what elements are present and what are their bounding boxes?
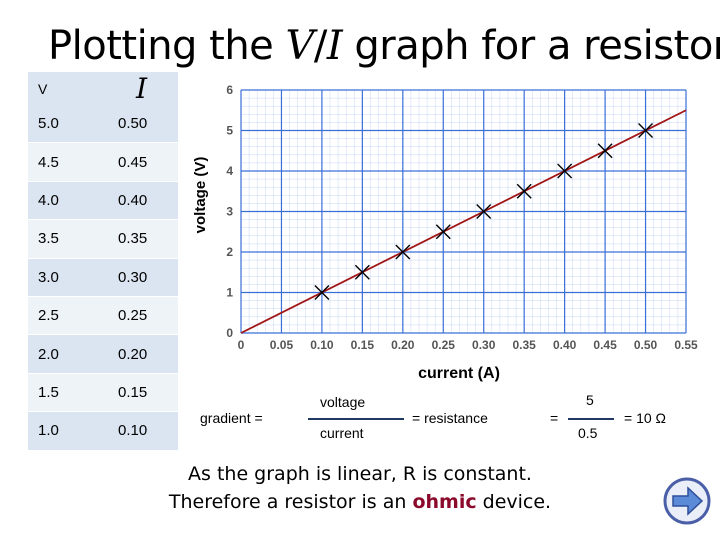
data-point-marker [597,143,613,159]
fraction-denominator-current: current [320,425,364,441]
table-row: 1.0 0.10 [28,411,178,451]
table-cell-current: 0.50 [108,105,178,144]
vi-graph: 0 0.05 0.10 0.15 0.20 0.25 0.30 0.35 0.40 0.45 0.5… [192,83,698,382]
data-point-marker [435,224,451,240]
marker-stroke [476,204,492,219]
x-tick-label: 0.15 [351,338,375,352]
x-tick-label: 0.30 [472,338,496,352]
y-tick-label: 1 [226,286,233,300]
marker-stroke [597,143,613,159]
table-cell-current: 0.45 [108,142,178,182]
table-row: 4.5 0.45 [28,142,178,182]
table-cell-current: 0.15 [108,373,178,413]
x-tick-label: 0.35 [513,338,537,352]
table-row: 3.0 0.30 [28,258,178,297]
x-tick-label: 0 [238,338,245,352]
y-tick-label: 2 [226,245,233,259]
next-arrow-icon [663,477,711,525]
table-row: 3.5 0.35 [28,219,178,259]
conclusion-text: As the graph is linear, R is constant. T… [120,460,600,516]
y-tick-label: 5 [226,124,233,138]
table-header-voltage: V [28,72,108,105]
marker-stroke [435,224,451,240]
marker-stroke [354,264,370,280]
x-tick-label: 0.10 [310,338,334,352]
data-point-marker [395,244,411,260]
conclusion-line-1: As the graph is linear, R is constant. [188,463,532,485]
table-cell-voltage: 5.0 [28,105,108,144]
table-cell-voltage: 4.0 [28,181,108,221]
x-tick-label: 0.45 [593,338,617,352]
table-row: 2.5 0.25 [28,296,178,336]
marker-stroke [638,123,654,138]
marker-stroke [516,183,532,199]
data-point-marker [354,264,370,280]
ohmic-highlight: ohmic [412,491,477,513]
table-cell-voltage: 3.5 [28,219,108,259]
y-tick-label: 3 [226,205,233,219]
table-cell-current: 0.40 [108,181,178,221]
x-tick-label: 0.05 [270,338,294,352]
table-cell-current: 0.10 [108,411,178,451]
x-tick-label: 0.20 [391,338,415,352]
fraction-bar [308,418,404,420]
table-cell-current: 0.25 [108,296,178,336]
data-point-marker [476,204,492,219]
data-point-marker [638,123,654,138]
table-row: 1.5 0.15 [28,373,178,413]
table-row: 5.0 0.50 [28,105,178,144]
table-header-current: I [108,72,178,105]
best-fit-line [240,109,687,334]
y-tick-label: 4 [226,164,233,178]
x-tick-label: 0.55 [674,338,698,352]
x-axis-label: current (A) [418,365,500,382]
table-cell-current: 0.30 [108,258,178,297]
fraction-bar [568,418,614,420]
table-cell-voltage: 1.0 [28,411,108,451]
table-cell-current: 0.35 [108,219,178,259]
table-cell-voltage: 1.5 [28,373,108,413]
resistance-result: = 10 Ω [624,410,666,426]
y-axis-label: voltage (V) [192,157,209,234]
data-point-marker [516,183,532,199]
table-cell-voltage: 4.5 [28,142,108,182]
next-slide-button[interactable] [662,476,712,526]
table-cell-current: 0.20 [108,334,178,374]
fraction-numerator-voltage: voltage [320,394,366,410]
table-cell-voltage: 2.0 [28,334,108,374]
grid [240,89,687,334]
y-tick-label: 6 [226,83,233,97]
x-tick-label: 0.40 [553,338,577,352]
marker-stroke [395,244,411,260]
axis-ticks: 0 0.05 0.10 0.15 0.20 0.25 0.30 0.35 0.40 0.45 0.5… [226,83,698,352]
table-cell-voltage: 2.5 [28,296,108,336]
page-title: Plotting the V/I graph for a resistor [48,23,720,69]
equals-resistance-label: = resistance [412,410,488,426]
fraction-numerator-value: 5 [586,392,594,408]
data-point-marker [557,163,573,179]
marker-stroke [557,163,573,179]
table-cell-voltage: 3.0 [28,258,108,297]
table-row: 2.0 0.20 [28,334,178,374]
table-row: 4.0 0.40 [28,181,178,221]
y-tick-label: 0 [226,326,233,340]
gradient-label: gradient = [200,410,263,426]
x-tick-label: 0.50 [634,338,658,352]
fraction-denominator-value: 0.5 [578,425,598,441]
x-tick-label: 0.25 [432,338,456,352]
marker-stroke [314,285,330,300]
data-points [314,123,654,300]
vi-data-table: V I 5.0 0.50 4.5 0.45 4.0 0.40 3.5 0.35 3.0 0… [28,72,178,451]
equals-sign: = [550,410,559,426]
data-point-marker [314,285,330,300]
conclusion-line-2: Therefore a resistor is an ohmic device. [168,491,552,513]
